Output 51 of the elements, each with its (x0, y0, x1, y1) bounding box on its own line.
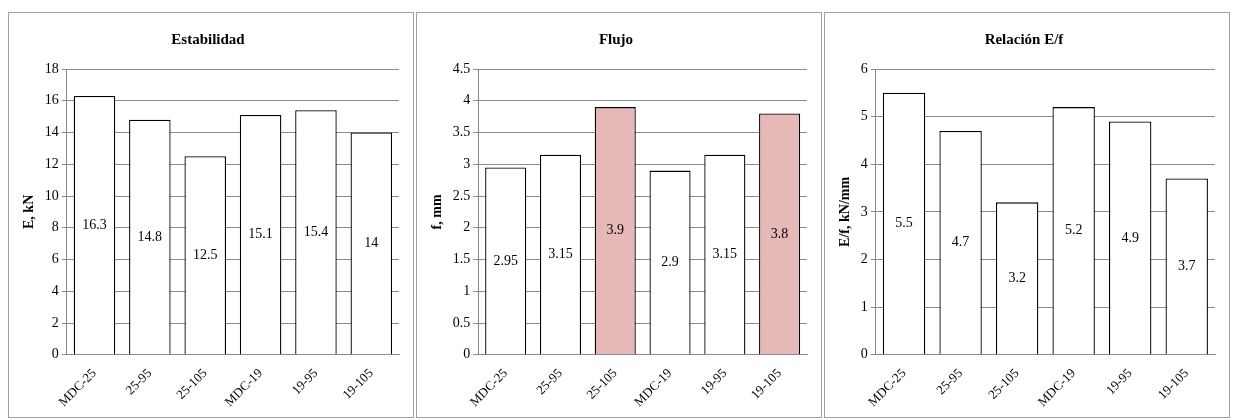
y-tick-label: 3 (860, 203, 868, 219)
data-label: 5.5 (895, 215, 913, 231)
y-tick-label: 2 (51, 314, 59, 330)
y-tick-label: 3.5 (452, 124, 471, 140)
y-tick-label: 4 (860, 155, 868, 171)
y-axis-title: E, kN (21, 194, 37, 229)
y-tick-label: 3 (463, 155, 471, 171)
chart-title: Estabilidad (171, 30, 246, 47)
data-label: 2.95 (493, 252, 518, 268)
data-label: 3.8 (770, 225, 789, 241)
y-tick-label: 0 (463, 346, 471, 362)
data-label: 4.7 (951, 234, 970, 250)
data-label: 15.4 (303, 223, 329, 239)
y-tick-label: 0 (51, 346, 59, 362)
y-tick-label: 0.5 (452, 314, 471, 330)
y-tick-label: 14 (44, 124, 59, 140)
y-tick-label: 1 (860, 298, 868, 314)
y-tick-label: 2 (463, 219, 471, 235)
data-label: 16.3 (82, 216, 107, 232)
data-label: 3.15 (548, 246, 573, 262)
y-tick-label: 0 (860, 346, 868, 362)
data-label: 14 (364, 235, 379, 251)
y-tick-label: 10 (44, 187, 59, 203)
y-tick-label: 1.5 (452, 251, 471, 267)
data-label: 3.7 (1177, 258, 1196, 274)
data-label: 14.8 (137, 228, 163, 244)
chart-title: Flujo (598, 30, 634, 47)
data-label: 3.15 (712, 246, 738, 262)
chart-title: Relación E/f (984, 30, 1065, 47)
y-tick-label: 6 (860, 60, 868, 76)
y-tick-label: 18 (44, 60, 59, 76)
y-tick-label: 4 (51, 282, 59, 298)
y-tick-label: 5 (860, 108, 868, 124)
data-label: 2.9 (661, 254, 679, 270)
y-tick-label: 12 (44, 155, 59, 171)
y-axis-title: E/f, kN/mm (837, 176, 853, 247)
y-tick-label: 1 (463, 282, 471, 298)
data-label: 3.2 (1008, 269, 1026, 285)
y-axis-title: f, mm (429, 194, 445, 230)
data-label: 4.9 (1121, 229, 1139, 245)
data-label: 15.1 (248, 226, 273, 242)
y-tick-label: 4 (463, 92, 471, 108)
y-tick-label: 6 (51, 251, 59, 267)
y-tick-label: 2.5 (452, 187, 471, 203)
y-tick-label: 4.5 (452, 60, 471, 76)
y-tick-label: 8 (51, 219, 59, 235)
y-tick-label: 2 (860, 251, 868, 267)
y-tick-label: 16 (44, 92, 59, 108)
data-label: 12.5 (192, 246, 218, 262)
data-label: 5.2 (1064, 222, 1083, 238)
data-label: 3.9 (606, 222, 625, 238)
